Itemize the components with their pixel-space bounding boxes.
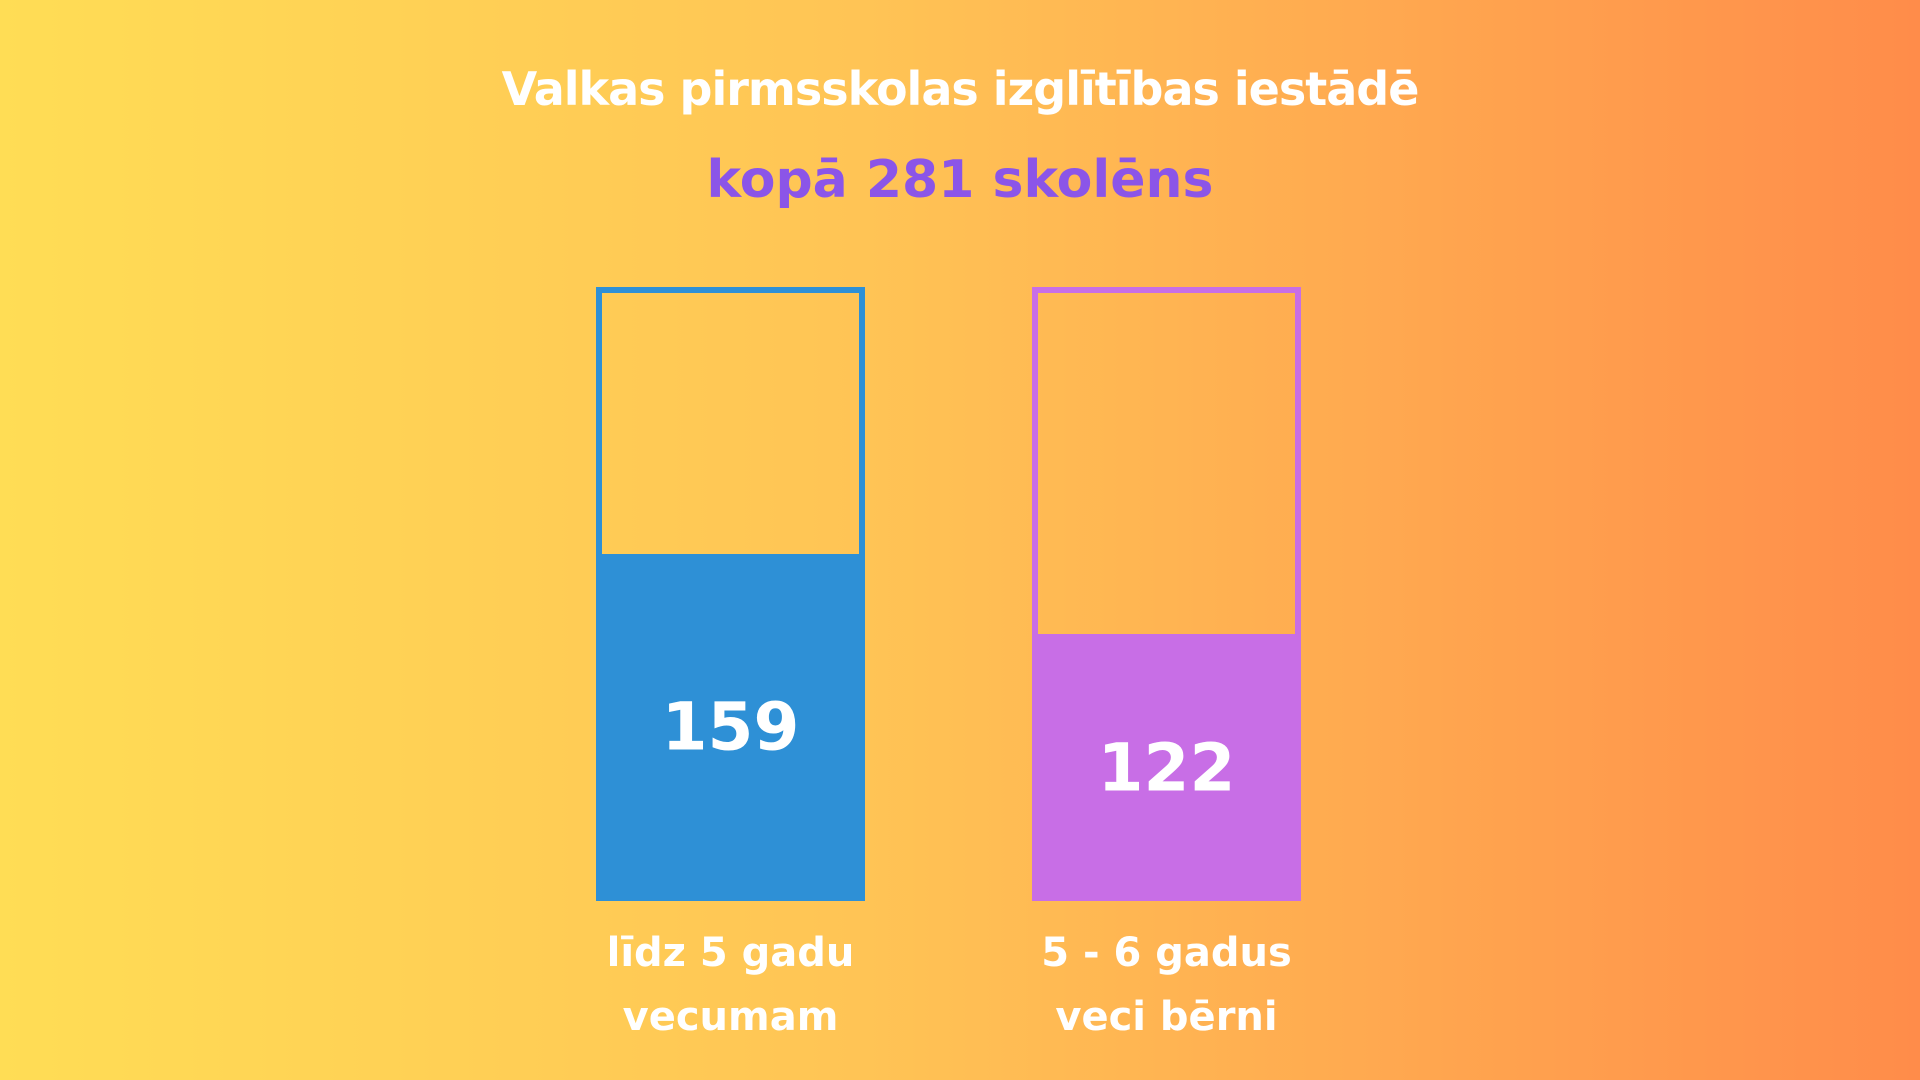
bar-outline [1032,287,1301,901]
category-label: 5 - 6 gadus veci bērni [1041,930,1292,1040]
bar-outline [596,287,865,901]
chart-title: Valkas pirmsskolas izglītības iestādē [501,62,1420,116]
bar [1032,634,1301,901]
value-label: 122 [1097,729,1236,807]
bar [596,553,865,901]
value-label: 159 [661,688,800,766]
category-label: līdz 5 gadu vecumam [606,930,855,1040]
chart-subtitle: kopā 281 skolēns [706,150,1214,210]
